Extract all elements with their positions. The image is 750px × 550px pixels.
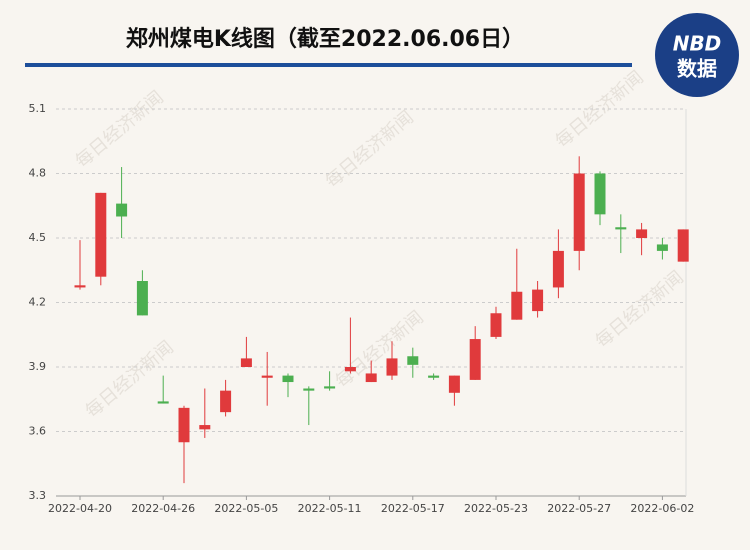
x-tick-label: 2022-05-05 xyxy=(214,502,278,515)
candle-body xyxy=(344,367,356,372)
candle-body xyxy=(220,390,232,413)
candle-body xyxy=(407,356,419,365)
candle-body xyxy=(428,375,440,378)
candle-body xyxy=(386,358,398,376)
candle-body xyxy=(636,229,648,238)
candle-body xyxy=(157,401,169,404)
x-tick-label: 2022-05-17 xyxy=(381,502,445,515)
x-tick-label: 2022-06-02 xyxy=(630,502,694,515)
x-tick-label: 2022-05-23 xyxy=(464,502,528,515)
candle-body xyxy=(448,375,460,393)
chart-title: 郑州煤电K线图（截至2022.06.06日） xyxy=(126,26,524,52)
y-tick-label: 4.8 xyxy=(29,167,47,180)
candle-body xyxy=(490,313,502,337)
candle-body xyxy=(178,407,190,443)
candle-body xyxy=(74,285,86,288)
candle-body xyxy=(469,339,481,380)
y-tick-label: 3.6 xyxy=(29,425,47,438)
candle-body xyxy=(511,291,523,320)
y-tick-label: 5.1 xyxy=(29,102,47,115)
x-tick-label: 2022-05-27 xyxy=(547,502,611,515)
logo-top: NBD xyxy=(673,32,722,56)
logo xyxy=(655,13,739,97)
candle-body xyxy=(365,373,377,383)
candle-body xyxy=(677,229,689,262)
candle-body xyxy=(324,386,336,389)
candle-body xyxy=(261,375,273,378)
x-tick-label: 2022-04-20 xyxy=(48,502,112,515)
candle-body xyxy=(95,192,107,277)
candle-body xyxy=(199,425,211,430)
candle-body xyxy=(240,358,252,367)
y-tick-label: 3.3 xyxy=(29,489,47,502)
y-tick-label: 3.9 xyxy=(29,360,47,373)
candle-body xyxy=(615,227,627,230)
candle-body xyxy=(116,203,128,217)
x-tick-label: 2022-05-11 xyxy=(298,502,362,515)
candle-body xyxy=(136,281,148,316)
y-tick-label: 4.5 xyxy=(29,231,47,244)
candle-body xyxy=(303,388,315,391)
candle-body xyxy=(552,250,564,288)
title-rule xyxy=(25,63,632,67)
candle-body xyxy=(532,289,544,312)
candle-body xyxy=(282,375,294,383)
candle-body xyxy=(594,173,606,215)
x-tick-label: 2022-04-26 xyxy=(131,502,195,515)
logo-bottom: 数据 xyxy=(677,57,717,81)
candle-body xyxy=(573,173,585,251)
candle-body xyxy=(656,244,668,251)
y-tick-label: 4.2 xyxy=(29,296,47,309)
